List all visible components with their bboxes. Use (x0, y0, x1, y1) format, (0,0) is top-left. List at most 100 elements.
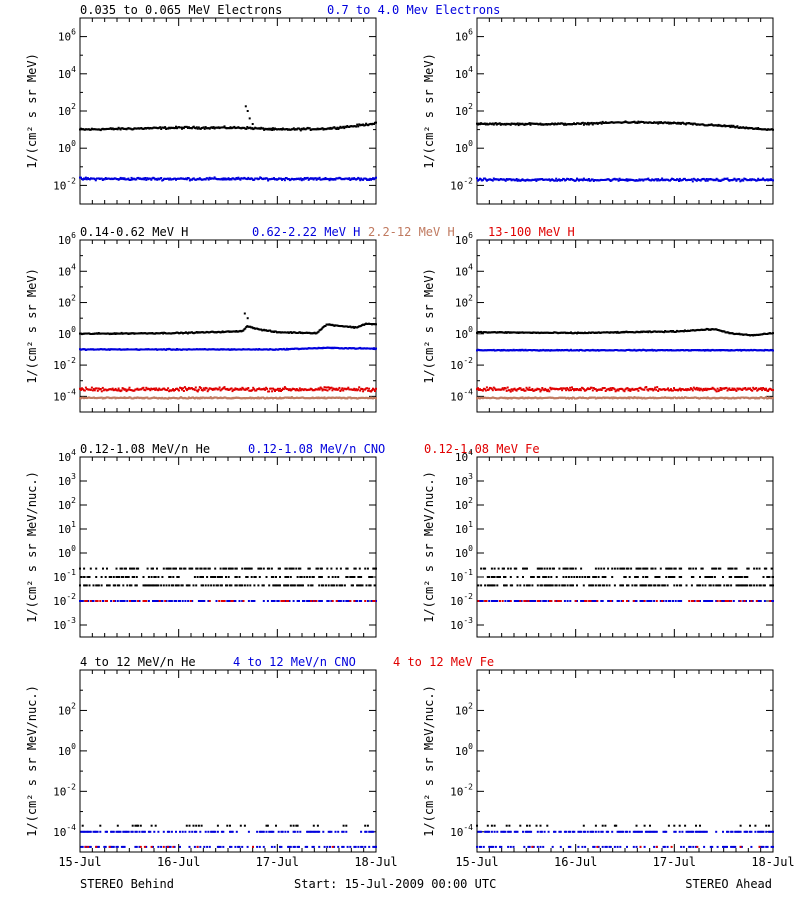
data-point (100, 390, 103, 393)
data-point (728, 600, 731, 602)
data-point (230, 600, 233, 602)
data-point (128, 386, 131, 389)
data-point (272, 127, 274, 130)
data-point (375, 387, 377, 390)
data-point (227, 567, 230, 570)
data-point (695, 567, 697, 570)
data-point (308, 576, 311, 578)
data-point (195, 584, 198, 587)
data-point (135, 178, 138, 181)
data-point (563, 584, 566, 587)
data-point (603, 567, 606, 570)
data-point (345, 126, 348, 129)
data-point (221, 178, 224, 181)
data-point (83, 567, 86, 570)
data-point (703, 178, 706, 181)
data-point (572, 584, 574, 587)
legend-label: 0.12-1.08 MeV/n He (80, 442, 210, 456)
data-point (488, 584, 491, 587)
data-point (335, 600, 338, 602)
data-point (175, 567, 177, 570)
data-point (307, 584, 310, 587)
panel-behind-row1: 0.035 to 0.065 MeV Electrons 0.7 to 4.0 M… (25, 3, 500, 205)
data-point (197, 178, 200, 181)
data-point (510, 179, 513, 182)
data-point (99, 388, 102, 390)
caption-start-time: Start: 15-Jul-2009 00:00 UTC (294, 877, 496, 891)
data-point (166, 567, 169, 570)
y-tick-label: 10-1 (53, 568, 76, 584)
data-point (701, 567, 704, 570)
data-point (483, 388, 486, 391)
data-point (142, 600, 145, 602)
data-point (703, 600, 706, 602)
data-point (218, 576, 221, 578)
data-point (220, 576, 223, 578)
data-point (368, 576, 371, 578)
data-point (643, 584, 646, 587)
data-point (359, 389, 362, 392)
data-point (225, 584, 227, 587)
data-point (174, 389, 176, 391)
data-point (649, 600, 651, 602)
data-point (739, 576, 742, 578)
footer-captions: STEREO Behind Start: 15-Jul-2009 00:00 U… (80, 877, 772, 891)
data-point (173, 600, 176, 602)
y-tick-label: 101 (58, 520, 76, 536)
data-point (620, 567, 623, 570)
data-point (570, 576, 573, 578)
data-point (654, 584, 657, 587)
data-point (314, 177, 317, 180)
data-point (697, 387, 700, 390)
data-point (755, 584, 758, 587)
data-point (666, 388, 669, 391)
data-point (590, 584, 593, 587)
data-point (517, 124, 520, 127)
data-point (270, 600, 273, 602)
data-point (601, 584, 604, 587)
data-point (323, 386, 326, 389)
data-point (279, 387, 281, 390)
data-point (728, 576, 731, 578)
data-point (88, 576, 91, 578)
data-point (144, 177, 147, 179)
data-point (637, 179, 640, 182)
data-point (80, 600, 83, 602)
y-tick-label: 104 (58, 65, 76, 81)
legend-label: 13-100 MeV H (488, 225, 575, 239)
data-point (755, 387, 758, 390)
data-point (289, 567, 292, 570)
data-point (108, 584, 111, 587)
data-point (638, 567, 641, 570)
y-tick-label: 100 (58, 544, 76, 560)
data-point (342, 125, 345, 128)
data-point (571, 386, 573, 389)
data-point (676, 584, 678, 587)
data-point (358, 600, 361, 602)
data-point (593, 600, 596, 602)
data-point (281, 128, 283, 131)
data-point (709, 576, 712, 578)
data-point (154, 388, 157, 391)
data-point (250, 576, 253, 578)
data-point (124, 388, 127, 391)
data-point (550, 584, 553, 587)
data-point (185, 178, 188, 181)
data-point (607, 567, 610, 570)
data-point (647, 389, 650, 392)
data-point (503, 567, 505, 570)
data-point (112, 584, 115, 587)
data-point (749, 584, 751, 587)
data-point (87, 576, 90, 578)
data-point (510, 122, 513, 125)
data-point (129, 179, 132, 181)
data-point (616, 178, 619, 181)
data-point (673, 387, 675, 390)
data-point (522, 388, 525, 391)
data-point (246, 317, 249, 320)
data-point (494, 600, 497, 602)
data-point (726, 584, 728, 587)
data-point (191, 567, 194, 570)
data-point (83, 389, 86, 392)
legend-label: 2.2-12 MeV H (368, 225, 455, 239)
